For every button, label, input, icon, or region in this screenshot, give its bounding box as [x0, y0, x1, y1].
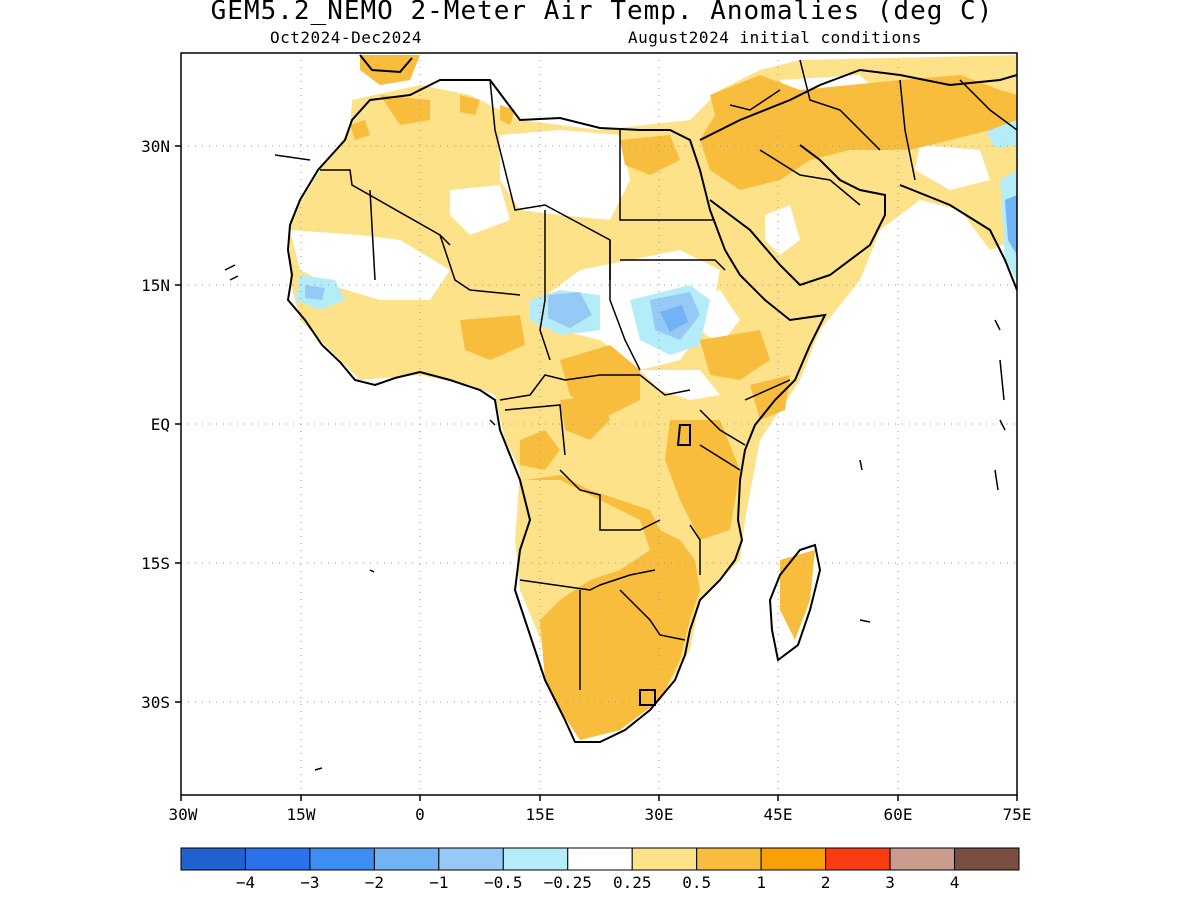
lon-label-15w: 15W — [287, 805, 316, 824]
country-borders — [320, 59, 1017, 690]
color-scale-label-10: 3 — [885, 873, 895, 892]
anomaly-field — [290, 55, 1017, 740]
color-swatch-3 — [373, 847, 440, 871]
lat-label-15n: 15N — [141, 276, 170, 295]
lat-label-30s: 30S — [141, 693, 170, 712]
color-swatch-12 — [954, 847, 1020, 871]
forecast-period: Oct2024-Dec2024 — [270, 28, 422, 47]
lat-label-15s: 15S — [141, 554, 170, 573]
color-swatch-2 — [309, 847, 375, 871]
color-swatch-0 — [180, 847, 246, 871]
islands — [224, 154, 1006, 771]
lat-label-30n: 30N — [141, 137, 170, 156]
coastlines — [286, 54, 1017, 743]
color-swatch-9 — [760, 847, 827, 871]
color-swatch-7 — [631, 847, 698, 871]
color-swatch-11 — [889, 847, 956, 871]
color-scale-label-11: 4 — [950, 873, 960, 892]
color-swatch-1 — [244, 847, 311, 871]
color-scale-bar: −4 −3 −2 −1 −0.5 −0.25 0.25 0.5 1 2 3 4 — [180, 847, 1020, 892]
color-swatch-5 — [502, 847, 569, 871]
initial-conditions: August2024 initial conditions — [628, 28, 922, 47]
color-swatch-4 — [438, 847, 504, 871]
axis-ticks — [175, 145, 1018, 801]
color-swatch-6 — [567, 847, 633, 871]
lon-label-75e: 75E — [1003, 805, 1032, 824]
lon-label-0: 0 — [415, 805, 425, 824]
map-area — [181, 53, 1017, 795]
color-scale-label-3: −1 — [429, 873, 448, 892]
color-scale-label-2: −2 — [365, 873, 384, 892]
lon-label-30e: 30E — [645, 805, 674, 824]
lon-label-45e: 45E — [764, 805, 793, 824]
color-swatch-8 — [696, 847, 762, 871]
color-swatch-10 — [825, 847, 891, 871]
color-scale-label-1: −3 — [300, 873, 319, 892]
color-scale-label-9: 2 — [821, 873, 831, 892]
lat-label-eq: EQ — [151, 415, 170, 434]
lon-label-30w: 30W — [169, 805, 198, 824]
map-title: GEM5.2_NEMO 2-Meter Air Temp. Anomalies … — [210, 0, 994, 26]
longitude-labels: 30W 15W 0 15E 30E 45E 60E 75E — [169, 805, 1032, 824]
graticule — [181, 53, 1017, 795]
latitude-labels: 30N 15N EQ 15S 30S — [141, 137, 170, 712]
color-scale-label-8: 1 — [756, 873, 766, 892]
lon-label-15e: 15E — [526, 805, 555, 824]
color-scale-label-4: −0.5 — [484, 873, 523, 892]
color-scale-label-0: −4 — [236, 873, 255, 892]
color-scale-label-6: 0.25 — [613, 873, 652, 892]
color-scale-label-5: −0.25 — [544, 873, 592, 892]
lon-label-60e: 60E — [884, 805, 913, 824]
color-scale-label-7: 0.5 — [682, 873, 711, 892]
